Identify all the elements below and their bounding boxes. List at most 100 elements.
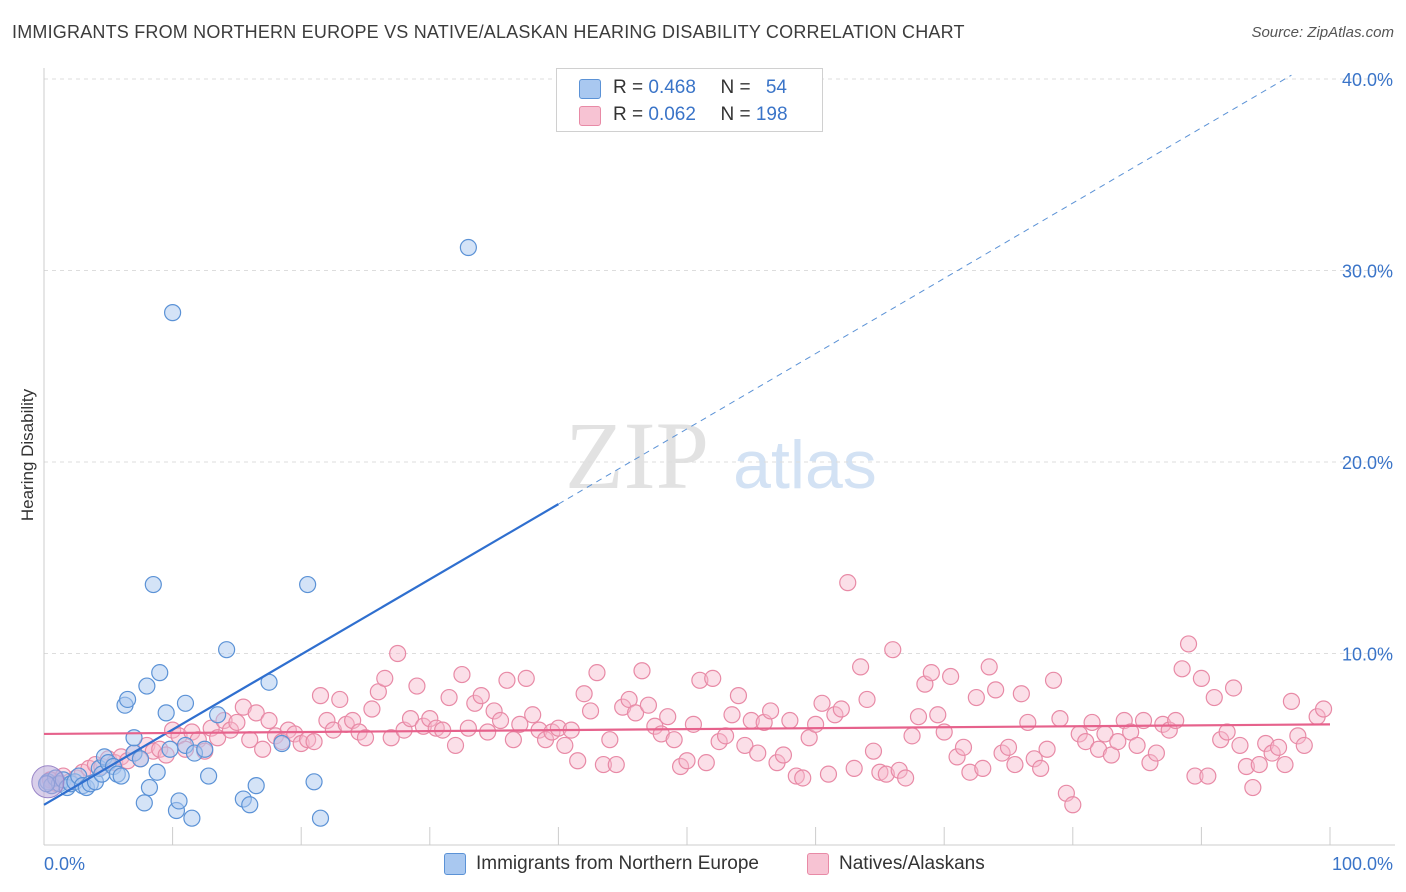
- y-tick-label: 40.0%: [1342, 70, 1393, 90]
- natives-alaskans-point: [1032, 759, 1050, 778]
- natives-alaskans-point: [716, 727, 735, 745]
- natives-alaskans-point: [1141, 754, 1159, 772]
- bottom-legend-label: Immigrants from Northern Europe: [476, 853, 759, 874]
- cluster-point: [31, 765, 65, 799]
- natives-alaskans-point: [826, 706, 844, 724]
- natives-alaskans-point: [942, 667, 960, 686]
- natives-alaskans-point: [549, 719, 568, 737]
- trendlines: [43, 74, 1331, 806]
- natives-alaskans-point: [787, 767, 805, 785]
- natives-alaskans-point: [922, 664, 940, 682]
- natives-alaskans-point: [517, 669, 535, 687]
- natives-alaskans-point: [729, 687, 748, 705]
- natives-alaskans-point: [228, 713, 246, 732]
- natives-alaskans-point: [736, 736, 754, 755]
- natives-alaskans-point: [427, 719, 445, 737]
- natives-alaskans-point: [1205, 688, 1223, 707]
- natives-alaskans-point: [1314, 700, 1333, 718]
- natives-alaskans-point: [1051, 710, 1069, 728]
- immigrants-northern-europe-point: [140, 778, 159, 797]
- natives-alaskans-point: [845, 759, 863, 778]
- natives-alaskans-point: [459, 719, 477, 737]
- natives-alaskans-point: [144, 742, 162, 760]
- immigrants-northern-europe-point: [118, 690, 137, 709]
- immigrants-northern-europe-point: [196, 740, 214, 758]
- natives-alaskans-point: [511, 715, 529, 733]
- natives-alaskans-point: [1244, 778, 1262, 797]
- natives-alaskans-point: [1231, 736, 1249, 755]
- natives-alaskans-point: [356, 729, 375, 747]
- natives-alaskans-points: [41, 574, 1333, 814]
- natives-alaskans-point: [588, 664, 606, 682]
- immigrants-northern-europe-point: [157, 704, 175, 722]
- immigrants-northern-europe-point: [247, 777, 265, 795]
- natives-alaskans-point: [1179, 635, 1198, 653]
- immigrants-northern-europe-point: [148, 763, 166, 781]
- natives-alaskans-point: [929, 706, 947, 724]
- natives-alaskans-point: [1295, 736, 1313, 755]
- grid: [44, 78, 1395, 654]
- natives-alaskans-point: [633, 662, 651, 680]
- natives-alaskans-point: [601, 731, 619, 749]
- immigrants-northern-europe-point: [144, 575, 162, 594]
- natives-alaskans-point: [1128, 736, 1146, 755]
- chart-title: IMMIGRANTS FROM NORTHERN EUROPE VS NATIV…: [12, 22, 965, 42]
- natives-alaskans-point: [954, 738, 973, 756]
- natives-alaskans-point: [1224, 679, 1243, 697]
- natives-alaskans-point: [247, 704, 265, 722]
- natives-alaskans-point: [852, 658, 870, 676]
- natives-alaskans-point: [697, 754, 715, 772]
- natives-alaskans-point: [607, 755, 625, 774]
- legend-r-value: 0.062: [648, 104, 696, 125]
- watermark: ZIP atlas: [565, 402, 877, 509]
- natives-alaskans-point: [704, 669, 722, 687]
- y-axis-title: Hearing Disability: [18, 388, 37, 522]
- natives-alaskans-point: [877, 765, 895, 783]
- natives-alaskans-point: [1173, 660, 1191, 678]
- natives-alaskans-point: [871, 763, 889, 781]
- source-label: Source: ZipAtlas.com: [1251, 24, 1394, 41]
- natives-alaskans-point: [1109, 732, 1127, 751]
- bottom-legend-swatch-blue: [444, 853, 466, 875]
- natives-alaskans-point: [376, 669, 394, 687]
- correlation-legend: R = 0.468 N = 54 R = 0.062 N = 198: [556, 68, 823, 132]
- immigrants-northern-europe-point: [241, 796, 259, 814]
- natives-alaskans-point: [639, 696, 658, 714]
- natives-alaskans-point: [575, 685, 593, 703]
- natives-alaskans-point: [1282, 692, 1301, 710]
- natives-alaskans-point: [1012, 685, 1030, 703]
- natives-alaskans-point: [961, 763, 979, 781]
- natives-alaskans-point: [1263, 744, 1281, 762]
- natives-alaskans-point: [1257, 734, 1275, 753]
- natives-alaskans-point: [1218, 723, 1236, 741]
- natives-alaskans-point: [311, 687, 330, 705]
- natives-alaskans-point: [897, 769, 915, 787]
- x-tick-label: 100.0%: [1332, 854, 1393, 874]
- immigrants-northern-europe-point: [151, 664, 169, 682]
- immigrants-northern-europe-point: [161, 740, 179, 758]
- natives-alaskans-point: [1154, 715, 1172, 733]
- legend-n-value: 54: [765, 77, 787, 98]
- natives-alaskans-point: [401, 710, 420, 728]
- natives-alaskans-point: [974, 759, 992, 778]
- natives-alaskans-point: [1077, 732, 1095, 751]
- natives-alaskans-point: [909, 708, 928, 726]
- watermark-atlas: atlas: [733, 427, 877, 503]
- immigrants-northern-europe-point: [218, 641, 236, 659]
- legend-n-label: N =: [720, 104, 756, 125]
- natives-alaskans-point: [1044, 671, 1063, 689]
- natives-alaskans-point: [1038, 740, 1056, 758]
- natives-alaskans-point: [1134, 711, 1153, 730]
- natives-alaskans-point: [485, 702, 503, 720]
- natives-alaskans-point: [446, 736, 465, 755]
- natives-alaskans-point: [498, 671, 516, 689]
- natives-alaskans-point: [839, 574, 857, 592]
- natives-alaskans-point: [1237, 757, 1256, 776]
- natives-alaskans-point: [710, 732, 728, 751]
- legend-n-label: N =: [720, 77, 756, 98]
- natives-alaskans-point: [1147, 744, 1165, 762]
- immigrants-northern-europe-point: [135, 794, 153, 812]
- natives-alaskans-point: [761, 702, 780, 720]
- natives-alaskans-point: [993, 744, 1011, 762]
- natives-alaskans-point: [749, 744, 767, 762]
